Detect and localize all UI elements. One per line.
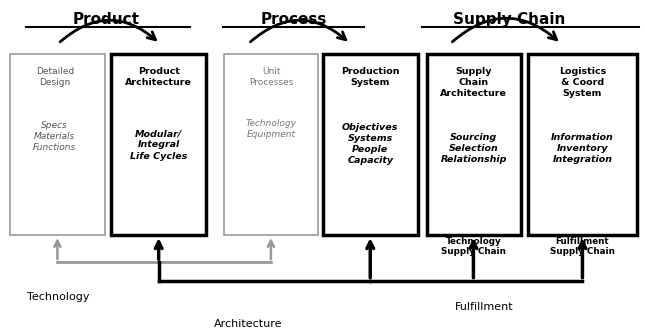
- Text: Fulfillment: Fulfillment: [455, 302, 513, 312]
- Text: Product
Architecture: Product Architecture: [125, 67, 192, 87]
- Bar: [528, 54, 637, 235]
- Text: Production
System: Production System: [341, 67, 399, 87]
- Text: Technology
Equipment: Technology Equipment: [246, 119, 297, 139]
- Text: Product: Product: [73, 12, 140, 27]
- Text: Supply Chain: Supply Chain: [453, 12, 566, 27]
- Text: Architecture: Architecture: [214, 319, 283, 329]
- Text: Unit
Processes: Unit Processes: [249, 67, 293, 87]
- Text: Sourcing
Selection
Relationship: Sourcing Selection Relationship: [441, 133, 507, 164]
- Bar: [10, 54, 105, 235]
- Bar: [224, 54, 318, 235]
- Text: Specs
Materials
Functions: Specs Materials Functions: [33, 121, 77, 152]
- Text: Modular/
Integral
Life Cycles: Modular/ Integral Life Cycles: [130, 129, 187, 161]
- Bar: [111, 54, 206, 235]
- Text: Technology
Supply Chain: Technology Supply Chain: [441, 237, 506, 256]
- Text: Technology: Technology: [27, 292, 89, 302]
- FancyArrowPatch shape: [452, 18, 557, 42]
- FancyArrowPatch shape: [250, 20, 346, 42]
- Text: Information
Inventory
Integration: Information Inventory Integration: [551, 133, 614, 164]
- Bar: [427, 54, 521, 235]
- Text: Supply
Chain
Architecture: Supply Chain Architecture: [441, 67, 507, 98]
- Bar: [322, 54, 418, 235]
- Text: Detailed
Design: Detailed Design: [35, 67, 74, 87]
- FancyArrowPatch shape: [60, 20, 155, 42]
- Text: Fulfillment
Supply Chain: Fulfillment Supply Chain: [550, 237, 615, 256]
- Text: Objectives
Systems
People
Capacity: Objectives Systems People Capacity: [342, 123, 399, 165]
- Text: Process: Process: [261, 12, 326, 27]
- Text: Logistics
& Coord
System: Logistics & Coord System: [559, 67, 606, 98]
